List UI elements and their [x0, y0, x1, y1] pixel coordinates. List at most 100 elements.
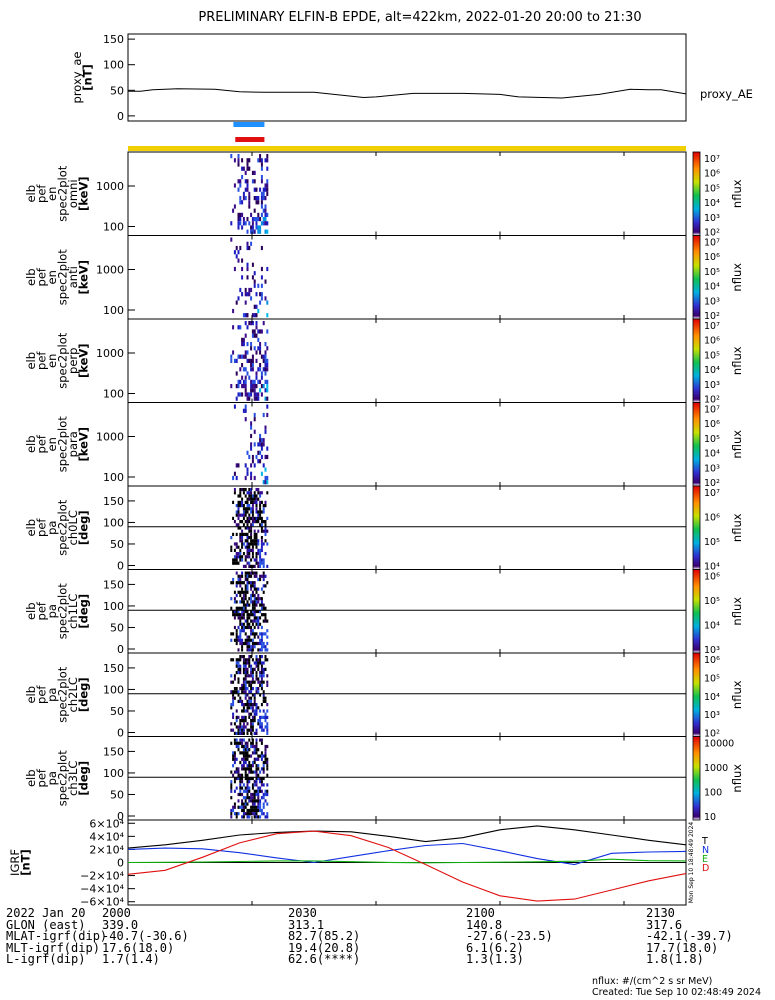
spectrogram-cell	[251, 812, 254, 816]
spectrogram-cell	[262, 558, 265, 562]
spectrogram-cell	[262, 760, 265, 765]
spectrogram-cell	[259, 459, 262, 464]
colorbar-label: nflux	[730, 764, 744, 793]
colorbar-label: nflux	[730, 346, 744, 375]
spectrogram-cell	[259, 683, 262, 687]
spectrogram-cell	[248, 780, 251, 784]
spectrogram-cell	[242, 690, 245, 694]
spectrogram-cell	[244, 683, 247, 687]
spectrogram-cell	[241, 767, 244, 771]
spectrogram-cell	[251, 741, 254, 745]
colorbar-label-text: nflux	[730, 597, 744, 626]
spectrogram-cell	[266, 744, 269, 749]
spectrogram-cell	[253, 283, 256, 288]
spectrogram-cell	[250, 690, 253, 694]
spectrogram-cell	[257, 548, 260, 552]
spectrogram-cell	[232, 581, 235, 585]
spectrogram-cell	[257, 597, 260, 601]
spectrogram-cell	[242, 728, 245, 732]
spectrogram-cell	[251, 179, 254, 184]
spectrogram-cell	[241, 354, 244, 359]
spectrogram-cell	[246, 516, 249, 520]
spectrogram-cell	[248, 767, 251, 771]
spectrogram-cell	[255, 600, 258, 604]
spectrogram-cell	[248, 712, 251, 716]
spectrogram-cell	[255, 616, 258, 620]
spectrogram-cell	[235, 671, 238, 675]
spectrogram-cell	[235, 300, 238, 305]
spectrogram-cell	[251, 593, 254, 598]
spectrogram-cell	[246, 815, 249, 819]
spectrogram-cell	[242, 564, 245, 568]
spectrogram-cell	[246, 731, 249, 735]
spectrogram-cell	[250, 792, 253, 797]
spectrogram-cell	[237, 699, 240, 703]
spectrogram-cell	[244, 741, 247, 745]
spectrogram-cell	[248, 204, 251, 209]
spectrogram-cell	[255, 500, 258, 504]
spectrogram-cell	[242, 802, 245, 806]
colorbar-label: nflux	[730, 597, 744, 626]
spectrogram-cell	[239, 751, 242, 755]
spectrogram-cell	[251, 687, 254, 691]
spectrogram-cell	[259, 292, 262, 297]
spectrogram-cell	[251, 799, 254, 803]
spectrogram-cell	[266, 728, 269, 732]
spectrogram-cell	[230, 783, 233, 787]
created-note: Created: Tue Sep 10 02:48:49 2024	[592, 987, 761, 998]
spectrogram-cell	[237, 523, 240, 527]
spectrogram-cell	[237, 500, 240, 504]
spectrogram-cell	[260, 516, 263, 520]
spectrogram-cell	[253, 536, 256, 540]
spectrogram-cell	[244, 687, 247, 691]
spectrogram-cell	[260, 191, 263, 196]
spectrogram-cell	[239, 658, 242, 662]
spectrogram-cell	[257, 196, 260, 201]
spectrogram-cell	[250, 488, 253, 492]
spectrogram-cell	[255, 799, 258, 803]
spectrogram-cell	[242, 625, 245, 630]
spectrogram-cell	[257, 661, 260, 665]
spectrogram-cell	[239, 722, 242, 726]
spectrogram-cell	[241, 175, 244, 180]
spectrogram-cell	[246, 645, 249, 649]
spectrogram-cell	[246, 539, 249, 543]
y-tick-label: 50	[110, 788, 124, 801]
spectrogram-cell	[266, 158, 269, 163]
spectrogram-cell	[260, 677, 263, 681]
spectrogram-cell	[259, 346, 262, 351]
spectrogram-cell	[237, 221, 240, 226]
spectrogram-cell	[239, 526, 242, 530]
spectrogram-cell	[232, 532, 235, 536]
spectrogram-cell	[244, 680, 247, 684]
colorbar-label-text: nflux	[730, 346, 744, 375]
spectrogram-cell	[262, 696, 265, 700]
spectrogram-cell	[255, 748, 258, 752]
y-axis-label-line: spec2plot	[55, 750, 69, 807]
colorbar-tick-label: 10⁶	[704, 336, 720, 347]
spectrogram-cell	[239, 379, 242, 384]
spectrogram-cell	[264, 208, 267, 213]
spectrogram-cell	[253, 581, 256, 585]
science-zone-bar-blue	[233, 122, 265, 127]
spectrogram-cell	[232, 715, 235, 719]
spectrogram-cell	[248, 622, 251, 626]
spectrogram-cell	[255, 808, 258, 813]
spectrogram-cell	[242, 796, 245, 800]
spectrogram-cell	[244, 350, 247, 355]
spectrogram-cell	[235, 744, 238, 749]
spectrogram-cell	[250, 494, 253, 498]
spectrogram-cell	[264, 158, 267, 163]
spectrogram-cell	[260, 603, 263, 607]
spectrogram-cell	[260, 606, 263, 610]
spectrogram-cell	[251, 510, 254, 514]
spectrogram-cell	[257, 757, 260, 761]
spectrogram-cell	[248, 613, 251, 617]
spectrogram-cell	[260, 645, 263, 649]
spectrogram-cell	[251, 584, 254, 588]
spectrogram-cell	[250, 564, 253, 568]
spectrogram-cell	[250, 593, 253, 598]
spectrogram-cell	[250, 363, 253, 368]
spectrogram-cell	[257, 158, 260, 163]
